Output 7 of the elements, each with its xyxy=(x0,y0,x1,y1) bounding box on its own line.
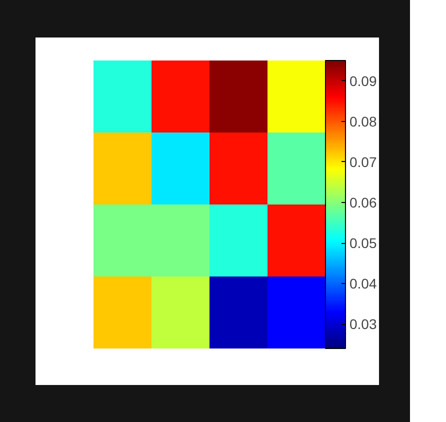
color-bar-label: 0.09 xyxy=(350,72,377,89)
color-bar-label: 0.07 xyxy=(350,154,377,170)
color-bar-label: 0.08 xyxy=(350,113,377,130)
color-bar-label: 0.06 xyxy=(350,194,377,210)
color-bar-label: 0.04 xyxy=(350,276,377,292)
color-bar-label: 0.05 xyxy=(350,235,377,252)
color-bar-label: 0.03 xyxy=(350,316,377,332)
